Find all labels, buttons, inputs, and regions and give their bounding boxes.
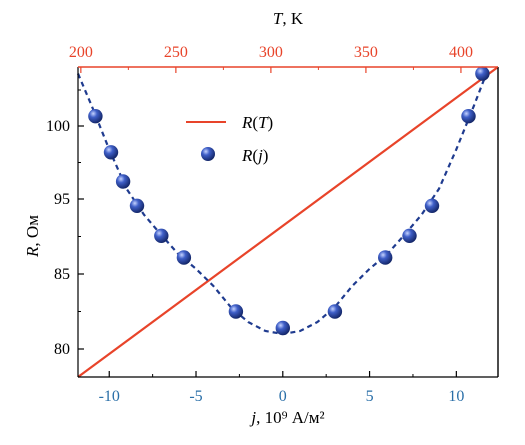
data-point-r-of-j-1 — [103, 145, 119, 160]
top-tick-label-4: 400 — [449, 44, 473, 61]
data-point-r-of-j-10 — [402, 228, 417, 243]
top-tick-label-3: 350 — [354, 44, 378, 61]
series-line-r-of-t — [77, 66, 499, 378]
data-point-r-of-j-11 — [424, 198, 440, 213]
top-tick-label-1: 250 — [164, 44, 188, 61]
data-point-r-of-j-0 — [88, 109, 103, 124]
data-point-r-of-j-5 — [176, 250, 192, 265]
data-point-r-of-j-12 — [461, 109, 476, 124]
y-axis-title: R, Ом — [23, 215, 42, 258]
legend-ball-swatch — [201, 147, 215, 161]
legend-label-r-of-j: R(j) — [241, 146, 268, 165]
top-axis-title: T, K — [273, 9, 304, 28]
data-point-r-of-j-13 — [475, 66, 490, 81]
x-tick-label-0: -10 — [99, 388, 120, 405]
y-tick-label-0: 80 — [54, 341, 70, 358]
plot-area — [76, 66, 499, 378]
x-axis-title: j, 10⁹ А/м² — [249, 408, 324, 427]
ticks-layer: -10 -5 0 5 10 200 250 300 350 400 80 85 95 100 — [46, 44, 473, 405]
top-tick-label-2: 300 — [259, 44, 283, 61]
y-tick-label-3: 100 — [46, 118, 70, 135]
data-point-r-of-j-8 — [327, 304, 343, 319]
data-point-r-of-j-3 — [129, 198, 145, 213]
data-point-r-of-j-6 — [228, 304, 244, 319]
data-point-r-of-j-4 — [154, 228, 169, 243]
x-tick-label-1: -5 — [189, 388, 202, 405]
y-tick-label-1: 85 — [54, 266, 70, 283]
x-tick-label-2: 0 — [279, 388, 287, 405]
legend: R(T) R(j) — [186, 113, 273, 165]
x-tick-label-3: 5 — [366, 388, 374, 405]
data-point-r-of-j-9 — [378, 250, 393, 265]
x-tick-label-4: 10 — [448, 388, 464, 405]
data-point-r-of-j-7 — [275, 320, 290, 336]
top-tick-label-0: 200 — [69, 44, 93, 61]
legend-label-r-of-t: R(T) — [241, 113, 273, 132]
y-tick-label-2: 95 — [54, 191, 70, 208]
data-point-r-of-j-2 — [115, 174, 131, 189]
